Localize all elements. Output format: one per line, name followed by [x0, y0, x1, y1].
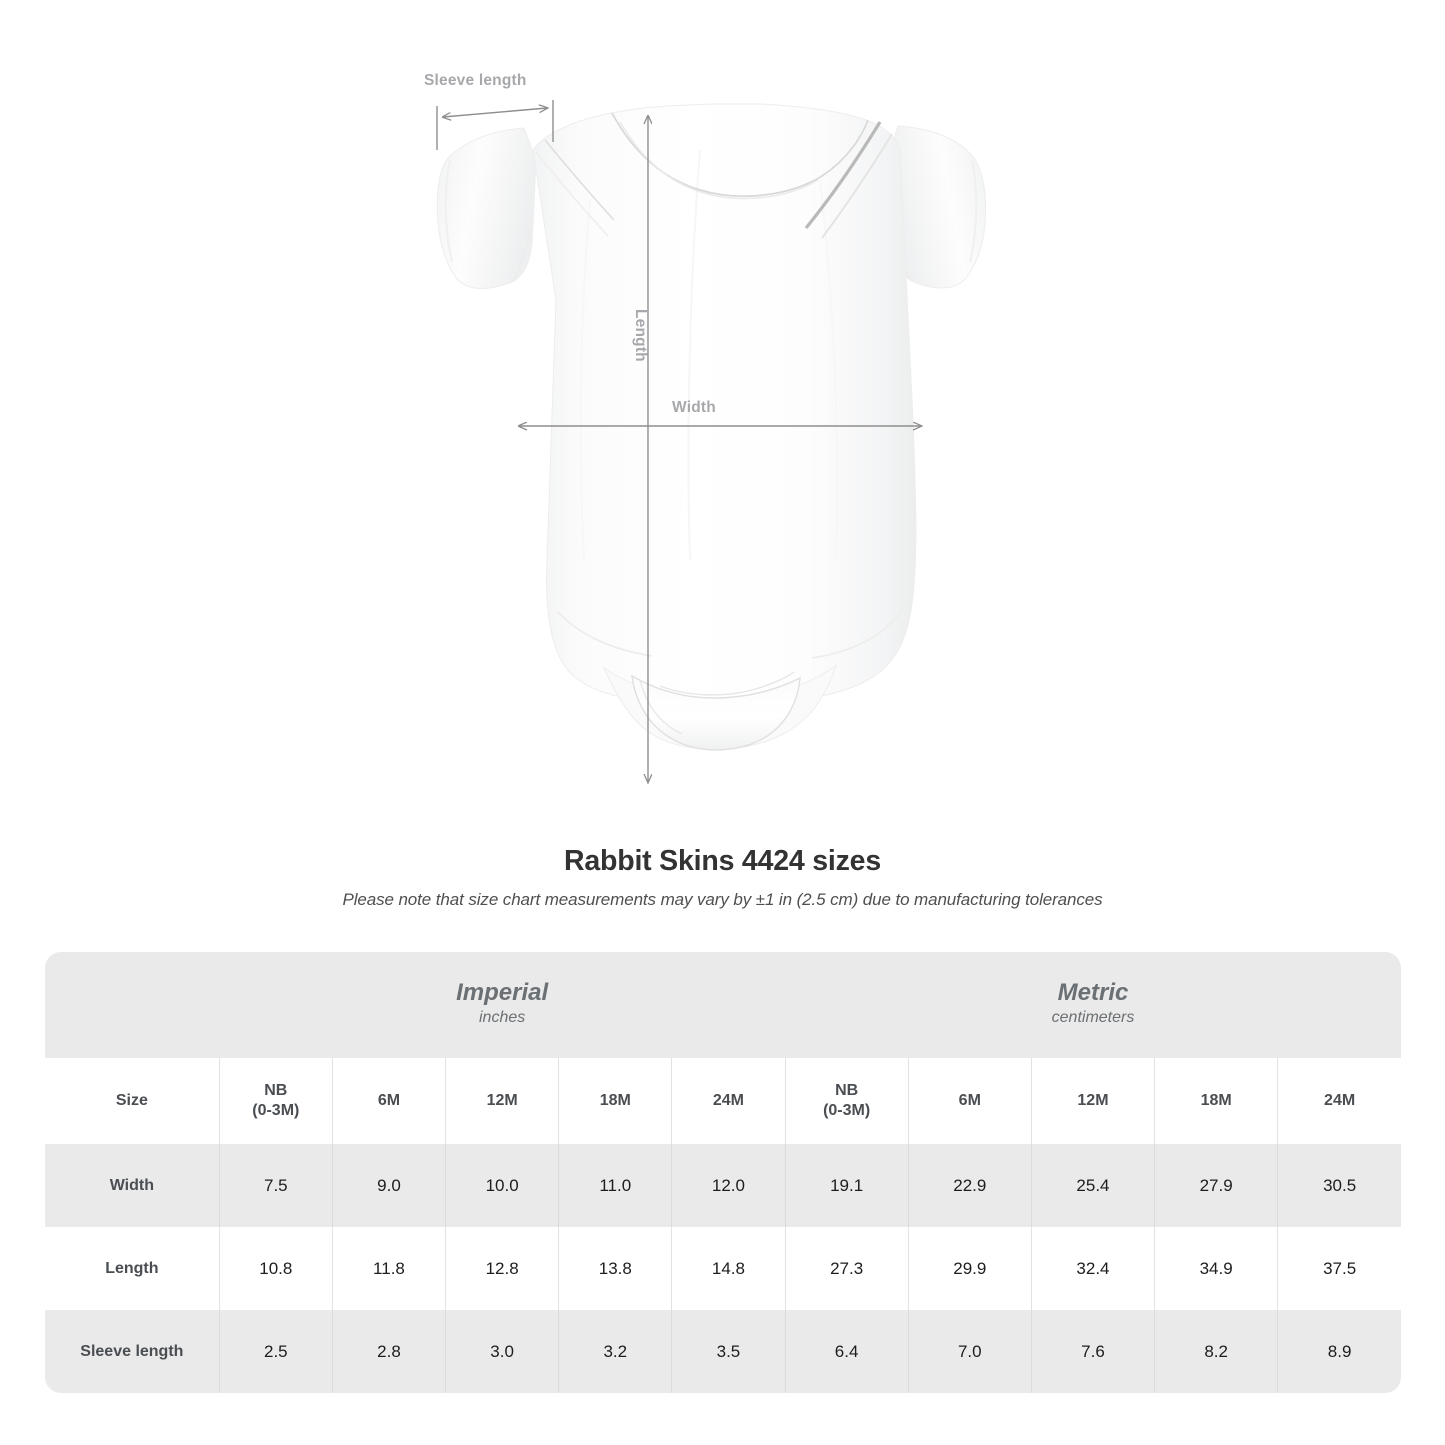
cell-sleeve-metric-6m: 7.0 [908, 1310, 1032, 1393]
column-header-imperial-18m: 18M [558, 1058, 673, 1144]
cell-length-imperial-24m: 14.8 [671, 1227, 786, 1310]
column-header-metric-18m: 18M [1154, 1058, 1279, 1144]
cell-length-metric-18m: 34.9 [1154, 1227, 1279, 1310]
cell-sleeve-metric-nb: 6.4 [785, 1310, 909, 1393]
cell-sleeve-imperial-24m: 3.5 [671, 1310, 786, 1393]
cell-sleeve-metric-24m: 8.9 [1277, 1310, 1401, 1393]
table-row: Sleeve length 2.5 2.8 3.0 3.2 3.5 6.4 7.… [45, 1310, 1401, 1393]
row-label-length: Length [45, 1227, 220, 1310]
cell-width-metric-6m: 22.9 [908, 1144, 1032, 1227]
cell-sleeve-imperial-12m: 3.0 [445, 1310, 560, 1393]
unit-group-metric-sub: centimeters [1051, 1009, 1135, 1027]
cell-width-metric-nb: 19.1 [785, 1144, 909, 1227]
width-label: Width [672, 399, 716, 416]
page-title: Rabbit Skins 4424 sizes [564, 845, 881, 877]
unit-group-imperial-name: Imperial [456, 978, 549, 1006]
sleeve-length-label: Sleeve length [424, 72, 527, 89]
size-header-row: Size NB (0-3M) 6M 12M 18M 24M NB (0-3M) … [45, 1058, 1401, 1144]
cell-length-metric-12m: 32.4 [1031, 1227, 1156, 1310]
snap-seam-line [659, 671, 795, 696]
size-chart-table-wrapper: Imperial inches Metric centimeters Size … [45, 952, 1401, 1393]
tolerance-note: Please note that size chart measurements… [342, 890, 1103, 909]
cell-width-imperial-18m: 11.0 [558, 1144, 673, 1227]
size-chart-table: Imperial inches Metric centimeters Size … [45, 952, 1401, 1393]
left-shoulder-lap [544, 139, 615, 221]
title-block: Rabbit Skins 4424 sizes Please note that… [0, 845, 1445, 910]
column-header-imperial-12m: 12M [445, 1058, 560, 1144]
unit-group-imperial-sub: inches [479, 1009, 526, 1027]
column-header-metric-12m: 12M [1031, 1058, 1156, 1144]
column-header-imperial-6m: 6M [332, 1058, 447, 1144]
sleeve-length-arrow [443, 108, 547, 117]
table-row: Length 10.8 11.8 12.8 13.8 14.8 27.3 29.… [45, 1227, 1401, 1310]
crotch-snap-flap [631, 674, 801, 751]
column-header-line1: NB [264, 1081, 288, 1099]
unit-group-row: Imperial inches Metric centimeters [45, 952, 1401, 1058]
right-shoulder-lap [804, 121, 882, 230]
bodysuit-diagram [436, 100, 987, 830]
left-sleeve [436, 127, 537, 289]
cell-width-imperial-12m: 10.0 [445, 1144, 560, 1227]
cell-width-imperial-24m: 12.0 [671, 1144, 786, 1227]
unit-group-imperial: Imperial inches [219, 952, 786, 1058]
column-header-size: Size [45, 1058, 220, 1144]
cell-length-imperial-nb: 10.8 [219, 1227, 333, 1310]
cell-width-metric-18m: 27.9 [1154, 1144, 1279, 1227]
row-label-width: Width [45, 1144, 220, 1227]
cell-length-metric-24m: 37.5 [1277, 1227, 1401, 1310]
column-header-line2: (0-3M) [823, 1102, 871, 1119]
unit-group-metric-name: Metric [1057, 978, 1129, 1006]
length-label: Length [632, 309, 649, 362]
column-header-line1: NB [835, 1081, 859, 1099]
bodysuit-body [532, 103, 917, 705]
column-header-metric-nb: NB (0-3M) [785, 1058, 909, 1144]
cell-length-metric-nb: 27.3 [785, 1227, 909, 1310]
cell-length-imperial-12m: 12.8 [445, 1227, 560, 1310]
cell-sleeve-imperial-6m: 2.8 [332, 1310, 447, 1393]
column-header-line2: (0-3M) [252, 1102, 300, 1119]
row-label-sleeve-length: Sleeve length [45, 1310, 220, 1393]
garment-illustration: Sleeve length Width Length [424, 72, 987, 830]
cell-length-metric-6m: 29.9 [908, 1227, 1032, 1310]
table-row: Width 7.5 9.0 10.0 11.0 12.0 19.1 22.9 2… [45, 1144, 1401, 1227]
cell-sleeve-imperial-nb: 2.5 [219, 1310, 333, 1393]
column-header-metric-6m: 6M [908, 1058, 1032, 1144]
cell-width-metric-24m: 30.5 [1277, 1144, 1401, 1227]
unit-row-spacer [45, 952, 220, 1058]
unit-group-metric: Metric centimeters [785, 952, 1401, 1058]
cell-length-imperial-18m: 13.8 [558, 1227, 673, 1310]
cell-sleeve-metric-18m: 8.2 [1154, 1310, 1279, 1393]
cell-sleeve-metric-12m: 7.6 [1031, 1310, 1156, 1393]
cell-width-metric-12m: 25.4 [1031, 1144, 1156, 1227]
column-header-imperial-24m: 24M [671, 1058, 786, 1144]
cell-width-imperial-nb: 7.5 [219, 1144, 333, 1227]
column-header-imperial-nb: NB (0-3M) [219, 1058, 333, 1144]
column-header-metric-24m: 24M [1277, 1058, 1401, 1144]
cell-width-imperial-6m: 9.0 [332, 1144, 447, 1227]
cell-sleeve-imperial-18m: 3.2 [558, 1310, 673, 1393]
cell-length-imperial-6m: 11.8 [332, 1227, 447, 1310]
